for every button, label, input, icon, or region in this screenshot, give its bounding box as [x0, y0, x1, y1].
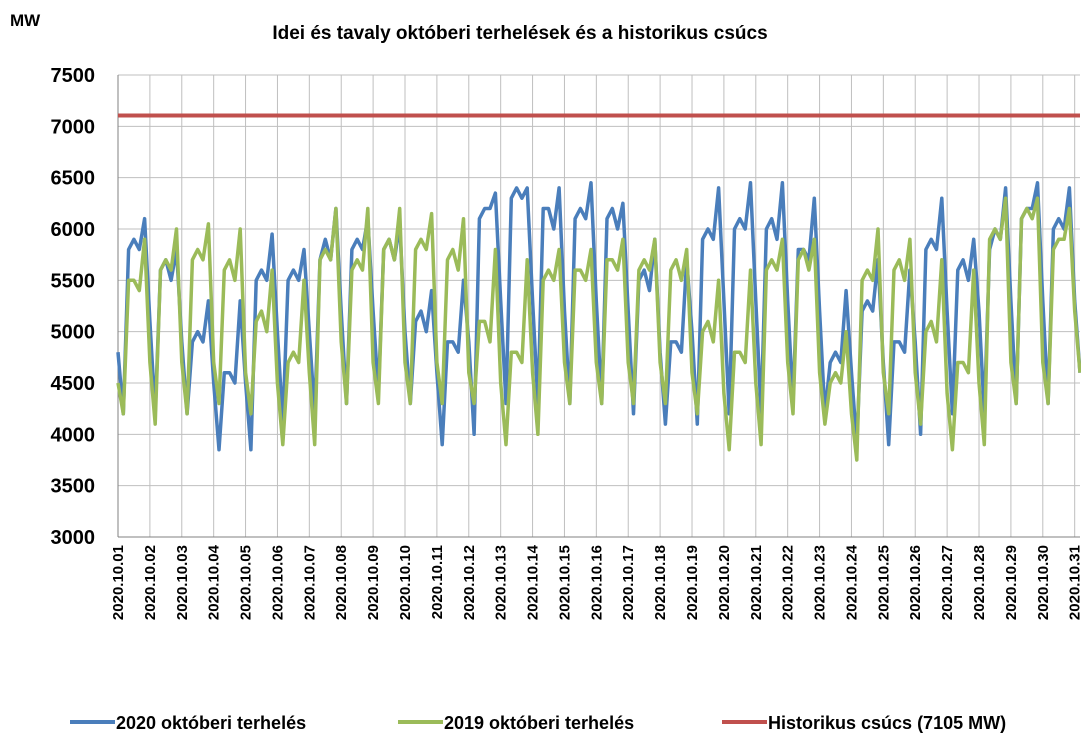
y-tick-label: 7000 — [51, 116, 96, 138]
legend-label: Historikus csúcs (7105 MW) — [768, 713, 1006, 733]
x-tick-label: 2020.10.04 — [206, 544, 223, 620]
x-tick-label: 2020.10.02 — [142, 545, 159, 620]
x-tick-label: 2020.10.17 — [620, 545, 637, 620]
x-tick-label: 2020.10.28 — [971, 545, 988, 620]
series-line — [116, 196, 1081, 462]
y-tick-label: 6000 — [51, 219, 96, 241]
x-tick-label: 2020.10.11 — [429, 545, 446, 619]
x-tick-label: 2020.10.22 — [780, 545, 797, 620]
legend-label: 2019 októberi terhelés — [444, 713, 634, 733]
x-tick-label: 2020.10.16 — [588, 545, 605, 620]
x-tick-label: 2020.10.14 — [525, 544, 542, 620]
x-tick-label: 2020.10.25 — [875, 545, 892, 620]
x-tick-label: 2020.10.03 — [174, 545, 191, 620]
x-tick-label: 2020.10.27 — [939, 545, 956, 620]
x-tick-label: 2020.10.31 — [1067, 545, 1081, 620]
x-tick-label: 2020.10.26 — [907, 545, 924, 620]
x-tick-label: 2020.10.12 — [461, 545, 478, 620]
x-tick-label: 2020.10.10 — [397, 545, 414, 620]
x-tick-label: 2020.10.07 — [301, 545, 318, 620]
x-tick-label: 2020.10.24 — [843, 544, 860, 620]
x-tick-label: 2020.10.13 — [493, 545, 510, 620]
x-tick-label: 2020.10.15 — [556, 545, 573, 620]
x-tick-label: 2020.10.23 — [812, 545, 829, 620]
x-tick-label: 2020.10.20 — [716, 545, 733, 620]
x-tick-label: 2020.10.30 — [1035, 545, 1052, 620]
y-tick-label: 4000 — [51, 424, 96, 446]
y-tick-label: 3500 — [51, 476, 96, 498]
y-axis-label: MW — [10, 11, 41, 30]
x-tick-label: 2020.10.19 — [684, 545, 701, 620]
x-tick-label: 2020.10.06 — [269, 545, 286, 620]
x-tick-label: 2020.10.21 — [748, 545, 765, 620]
x-tick-label: 2020.10.05 — [238, 545, 255, 620]
chart-title: Idei és tavaly októberi terhelések és a … — [272, 23, 767, 44]
legend-label: 2020 októberi terhelés — [116, 713, 306, 733]
x-tick-label: 2020.10.01 — [110, 545, 127, 620]
y-tick-label: 5000 — [51, 322, 96, 344]
y-tick-label: 3000 — [51, 527, 96, 549]
y-tick-label: 4500 — [51, 373, 96, 395]
y-tick-label: 7500 — [51, 65, 96, 87]
x-tick-label: 2020.10.18 — [652, 545, 669, 620]
x-tick-label: 2020.10.29 — [1003, 545, 1020, 620]
x-tick-label: 2020.10.08 — [333, 545, 350, 620]
y-tick-label: 5500 — [51, 270, 96, 292]
y-tick-label: 6500 — [51, 168, 96, 190]
x-tick-label: 2020.10.09 — [365, 545, 382, 620]
